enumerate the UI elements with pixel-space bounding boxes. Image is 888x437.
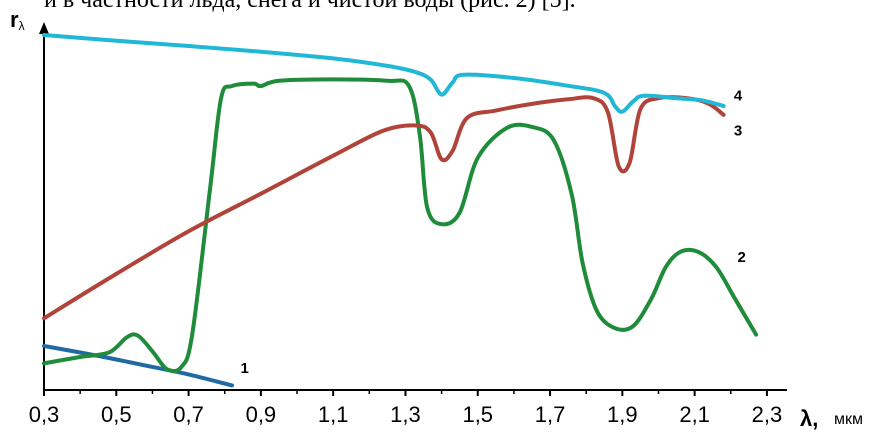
series-line-2	[42, 77, 759, 374]
x-tick-label: 2,1	[679, 402, 710, 427]
x-tick-label: 0,9	[246, 402, 277, 427]
curve-labels: 1 2 3 4	[240, 88, 745, 377]
y-axis-arrow	[39, 22, 49, 34]
top-caption-text: и в частности льда, снега и чистой воды …	[44, 0, 576, 13]
x-tick-label: 1,5	[462, 402, 493, 427]
y-axis-label: rλ	[10, 7, 25, 33]
axis-titles: rλ λ, мкм	[10, 7, 863, 431]
series-layer	[42, 33, 759, 388]
x-axis-unit: мкм	[834, 411, 863, 428]
x-axis-ticks: 0,3 0,5 0,7 0,9 1,1 1,3 1,5 1,7 1,9 2,1 2,3	[29, 390, 783, 427]
x-tick-label: 0,5	[101, 402, 132, 427]
curve-label-4: 4	[734, 88, 743, 105]
x-tick-label: 2,3	[752, 402, 783, 427]
curve-label-1: 1	[240, 360, 248, 377]
x-tick-label: 0,7	[173, 402, 204, 427]
series-line-3	[42, 95, 726, 321]
series-line-4	[42, 33, 726, 114]
curve-label-2: 2	[737, 249, 745, 266]
curve-label-3: 3	[734, 122, 742, 139]
series-line-1	[42, 344, 234, 388]
x-tick-label: 1,7	[535, 402, 566, 427]
x-axis-label: λ,	[800, 406, 818, 431]
x-tick-label: 1,9	[607, 402, 638, 427]
axes	[39, 22, 787, 391]
x-tick-label: 1,3	[390, 402, 421, 427]
x-tick-label: 1,1	[318, 402, 349, 427]
x-tick-label: 0,3	[29, 402, 60, 427]
